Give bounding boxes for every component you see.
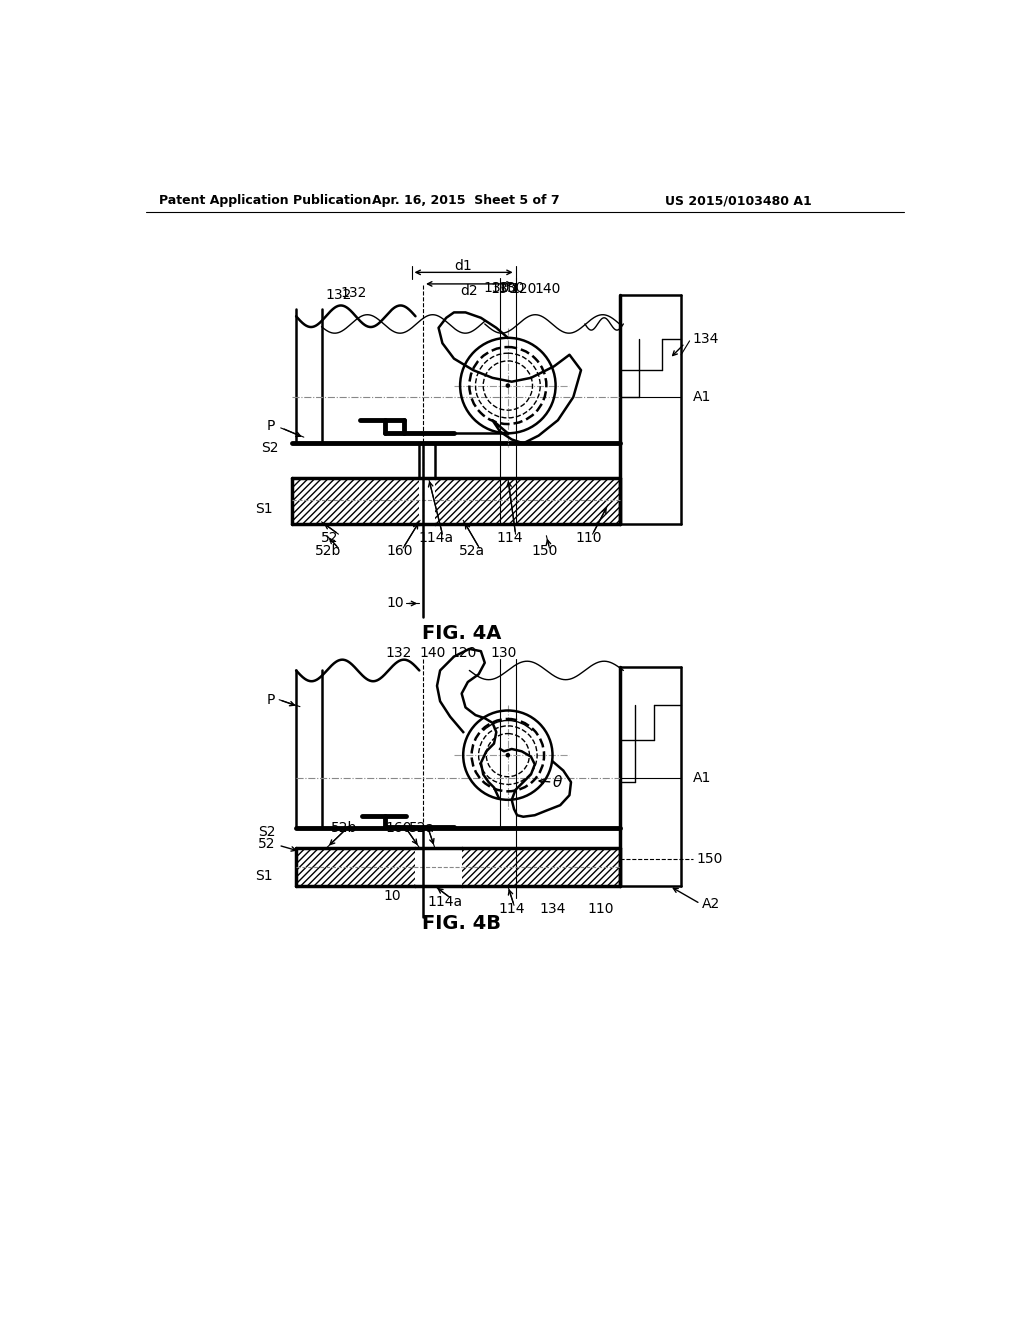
- Text: FIG. 4A: FIG. 4A: [422, 624, 502, 643]
- Bar: [462, 847, 620, 886]
- Text: 132: 132: [341, 286, 367, 300]
- Text: 130: 130: [490, 645, 516, 660]
- Text: P: P: [267, 693, 275, 706]
- Text: 130: 130: [499, 281, 525, 294]
- Text: Apr. 16, 2015  Sheet 5 of 7: Apr. 16, 2015 Sheet 5 of 7: [372, 194, 559, 207]
- Bar: [292, 478, 419, 524]
- Circle shape: [506, 752, 510, 758]
- Text: 120: 120: [510, 282, 537, 296]
- Text: 10: 10: [384, 890, 401, 903]
- Text: US 2015/0103480 A1: US 2015/0103480 A1: [666, 194, 812, 207]
- Text: 52b: 52b: [332, 821, 357, 836]
- Text: 114a: 114a: [419, 531, 454, 545]
- Text: 114: 114: [497, 531, 522, 545]
- Text: 52: 52: [258, 837, 275, 850]
- Text: 120: 120: [450, 645, 476, 660]
- Text: 52: 52: [321, 531, 338, 545]
- Text: 134: 134: [540, 902, 565, 916]
- Text: A1: A1: [692, 771, 711, 785]
- Text: 130: 130: [490, 282, 517, 296]
- Text: 160: 160: [387, 544, 414, 558]
- Text: 140: 140: [535, 282, 561, 296]
- Circle shape: [506, 383, 510, 388]
- Text: 52b: 52b: [314, 544, 341, 558]
- Bar: [296, 847, 416, 886]
- Text: 150: 150: [531, 544, 558, 558]
- Text: 52a: 52a: [409, 821, 434, 836]
- Text: 114a: 114a: [427, 895, 462, 909]
- Text: A1: A1: [692, 391, 711, 404]
- Text: 132: 132: [326, 289, 352, 302]
- Text: A2: A2: [701, 896, 720, 911]
- Text: S2: S2: [258, 825, 275, 840]
- Text: 10: 10: [386, 597, 403, 610]
- Text: FIG. 4B: FIG. 4B: [422, 913, 501, 932]
- Text: 150: 150: [696, 853, 723, 866]
- Bar: [435, 478, 620, 524]
- Text: 134: 134: [692, 333, 719, 346]
- Text: P: P: [267, 420, 275, 433]
- Text: S1: S1: [255, 869, 273, 883]
- Text: 132: 132: [385, 645, 412, 660]
- Text: 110: 110: [575, 531, 602, 545]
- Text: Patent Application Publication: Patent Application Publication: [159, 194, 372, 207]
- Text: d1: d1: [455, 259, 472, 273]
- Text: $\theta$: $\theta$: [552, 774, 563, 791]
- Text: S2: S2: [261, 441, 279, 455]
- Text: 130: 130: [483, 281, 510, 294]
- Text: 140: 140: [419, 645, 445, 660]
- Text: 160: 160: [385, 821, 412, 836]
- Text: S1: S1: [255, 502, 273, 516]
- Text: 52a: 52a: [459, 544, 484, 558]
- Text: 114: 114: [499, 902, 525, 916]
- Text: 110: 110: [587, 902, 613, 916]
- Text: d2: d2: [461, 284, 478, 298]
